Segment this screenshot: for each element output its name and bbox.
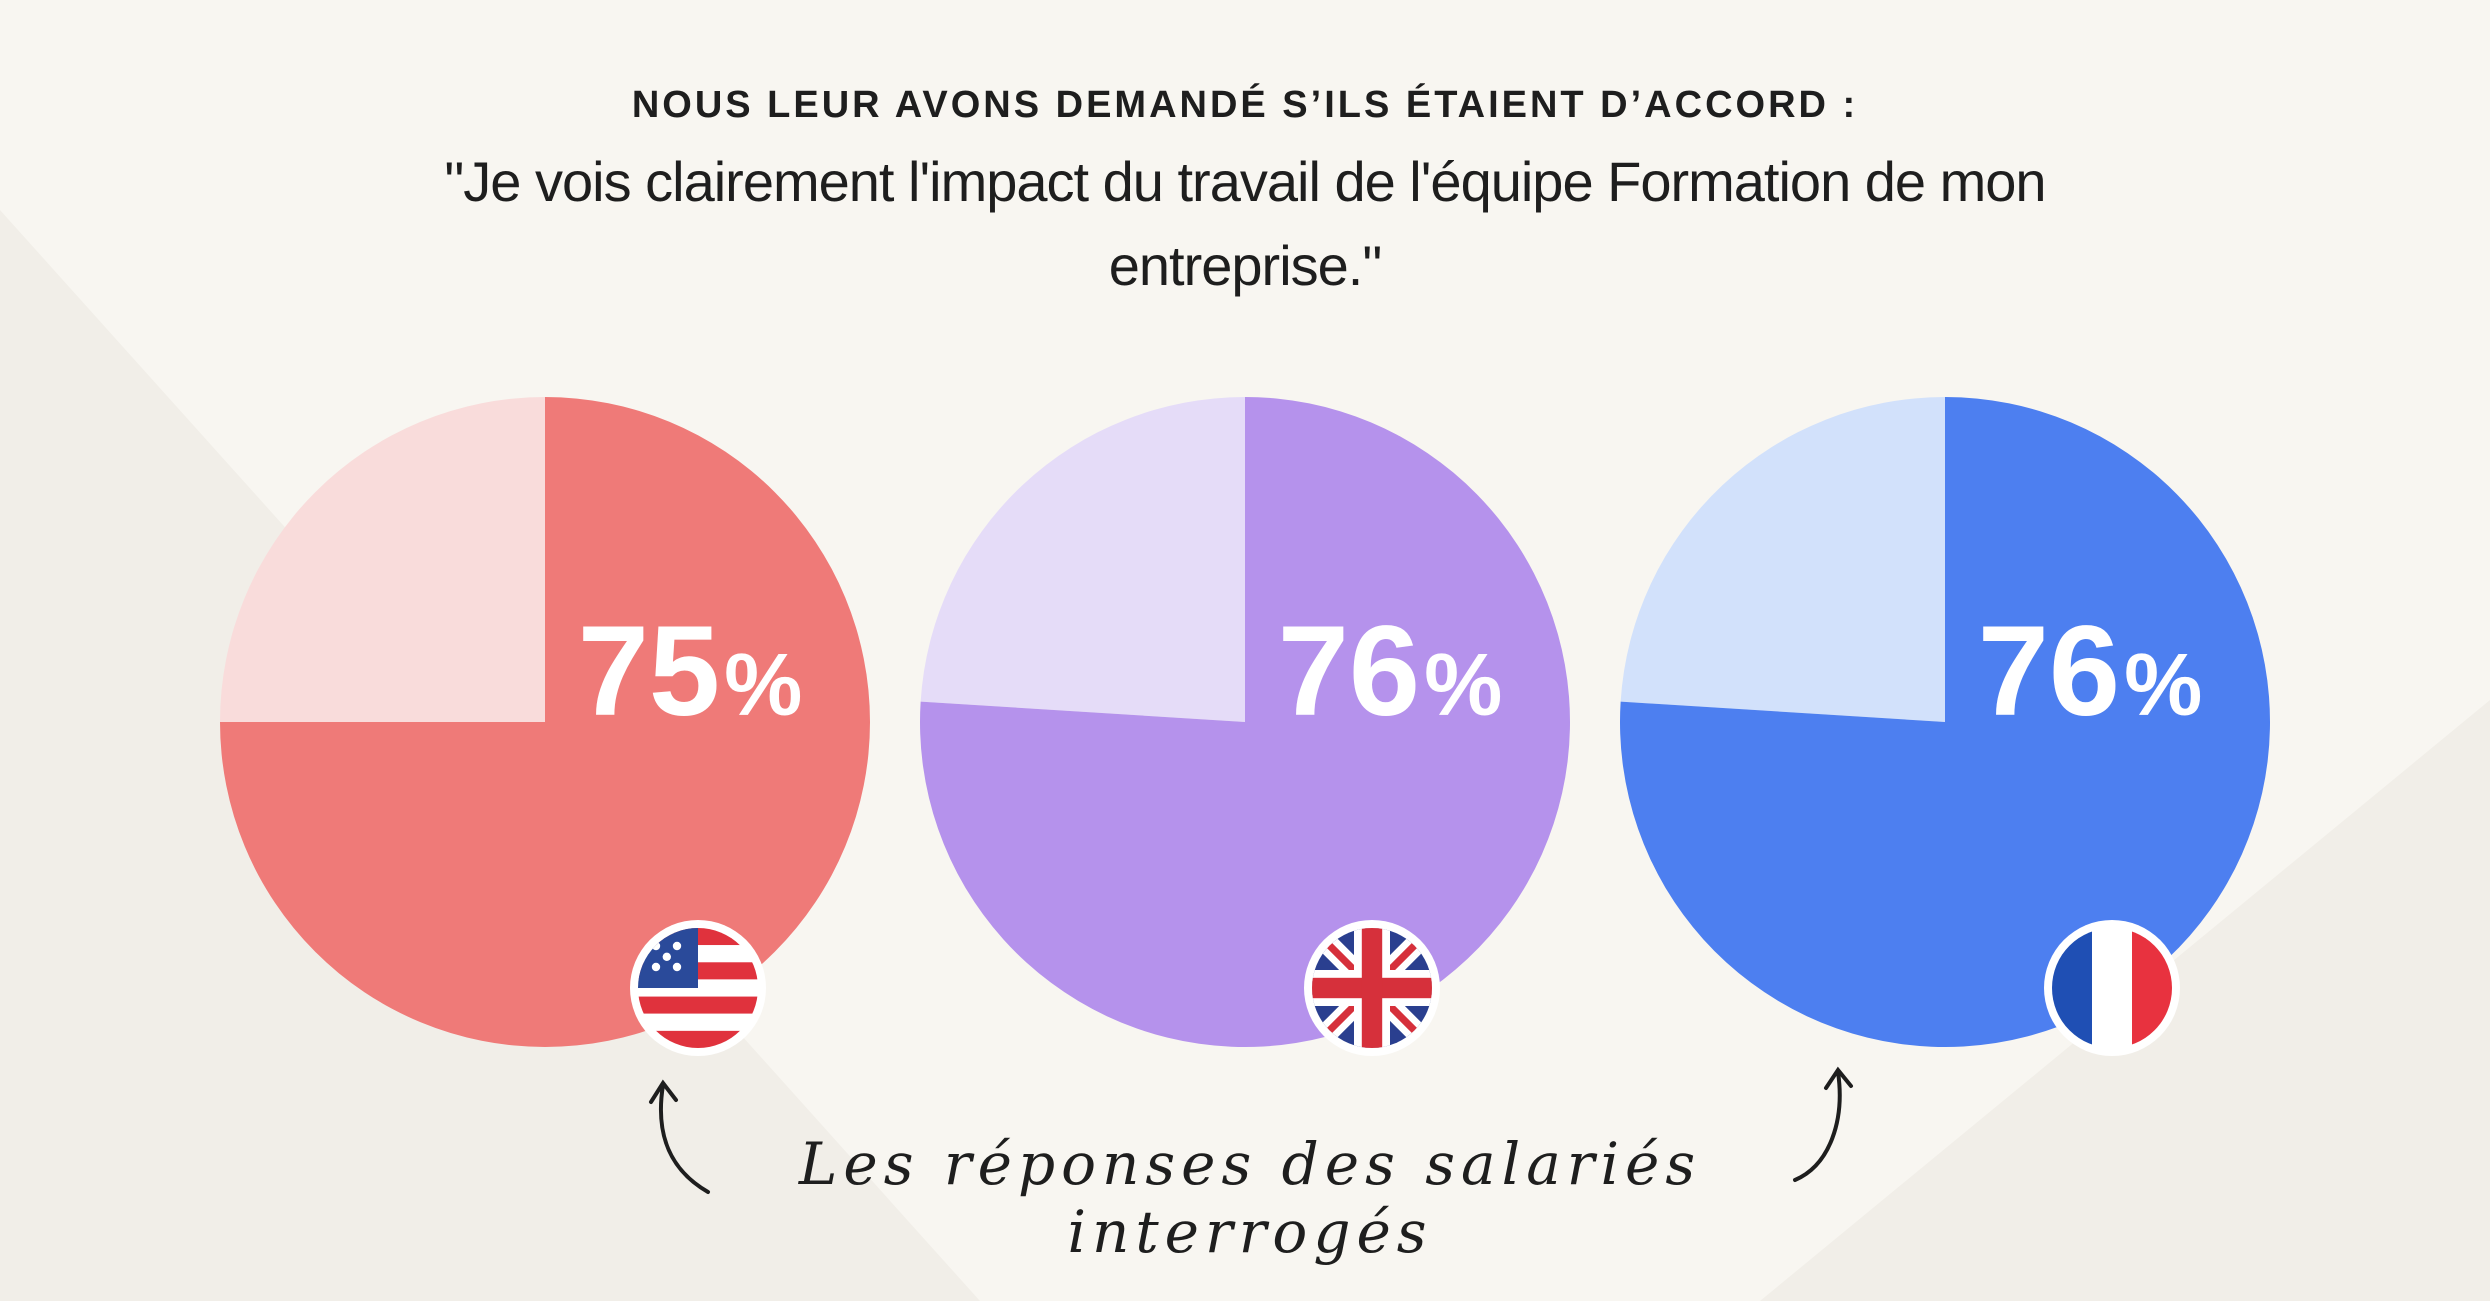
caption: Les réponses des salariés interrogés (798, 1130, 1702, 1266)
pie-slice-remainder (1620, 397, 1945, 722)
pie-value-label: 76% (1278, 600, 1503, 743)
pie-us: 75% (220, 397, 870, 1056)
pie-uk: 76% (919, 397, 1570, 1056)
uk-flag-icon (1304, 920, 1440, 1056)
pie-fr: 76% (1620, 397, 2271, 1056)
arrow-right-icon (1793, 1066, 1853, 1182)
pie-value-label: 76% (1978, 600, 2203, 743)
pie-slice-remainder (220, 397, 545, 722)
survey-statement-quote: "Je vois clairement l'impact du travail … (444, 150, 2046, 297)
pie-slice-value (919, 397, 1570, 1047)
pie-slice-remainder (920, 397, 1245, 722)
arrow-left-icon (649, 1079, 710, 1194)
survey-question-eyebrow: NOUS LEUR AVONS DEMANDÉ S’ILS ÉTAIENT D’… (631, 84, 1859, 126)
pie-slice-value (220, 397, 870, 1047)
pie-slice-value (1620, 397, 2271, 1047)
france-flag-icon (2044, 920, 2180, 1056)
pie-value-label: 75% (578, 600, 803, 743)
us-flag-icon (630, 920, 766, 1056)
